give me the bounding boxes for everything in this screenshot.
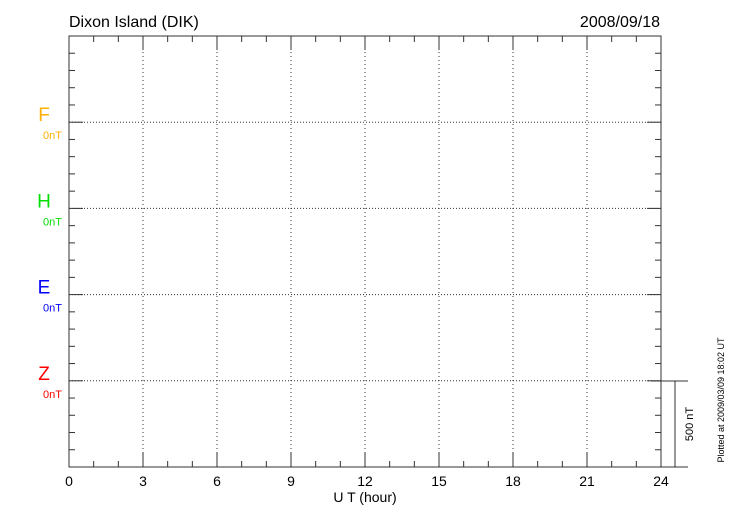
series-label-h: H	[37, 191, 51, 212]
baseline-label-h: 0nT	[43, 216, 62, 228]
series-label-e: E	[38, 278, 51, 299]
chart-date: 2008/09/18	[580, 14, 660, 31]
baseline-label-z: 0nT	[43, 389, 62, 401]
baseline-label-e: 0nT	[43, 303, 62, 315]
series-label-z: Z	[38, 364, 50, 385]
x-tick-label: 18	[505, 473, 521, 489]
axes	[68, 35, 662, 468]
x-tick-label: 15	[431, 473, 447, 489]
series-label-f: F	[38, 105, 50, 126]
grid	[69, 36, 661, 467]
plotted-at-footnote: Plotted at 2009/03/09 18:02 UT	[716, 337, 726, 463]
x-tick-label: 9	[287, 473, 295, 489]
scale-bar	[651, 380, 688, 468]
x-tick-label: 12	[357, 473, 373, 489]
scale-bar-label: 500 nT	[684, 407, 696, 442]
x-tick-label: 3	[139, 473, 147, 489]
chart-title: Dixon Island (DIK)	[69, 14, 199, 31]
x-axis-label: U T (hour)	[333, 489, 396, 505]
x-tick-label: 24	[653, 473, 669, 489]
x-tick-label: 21	[579, 473, 595, 489]
baseline-label-f: 0nT	[43, 130, 62, 142]
x-tick-label: 0	[65, 473, 73, 489]
x-tick-label: 6	[213, 473, 221, 489]
